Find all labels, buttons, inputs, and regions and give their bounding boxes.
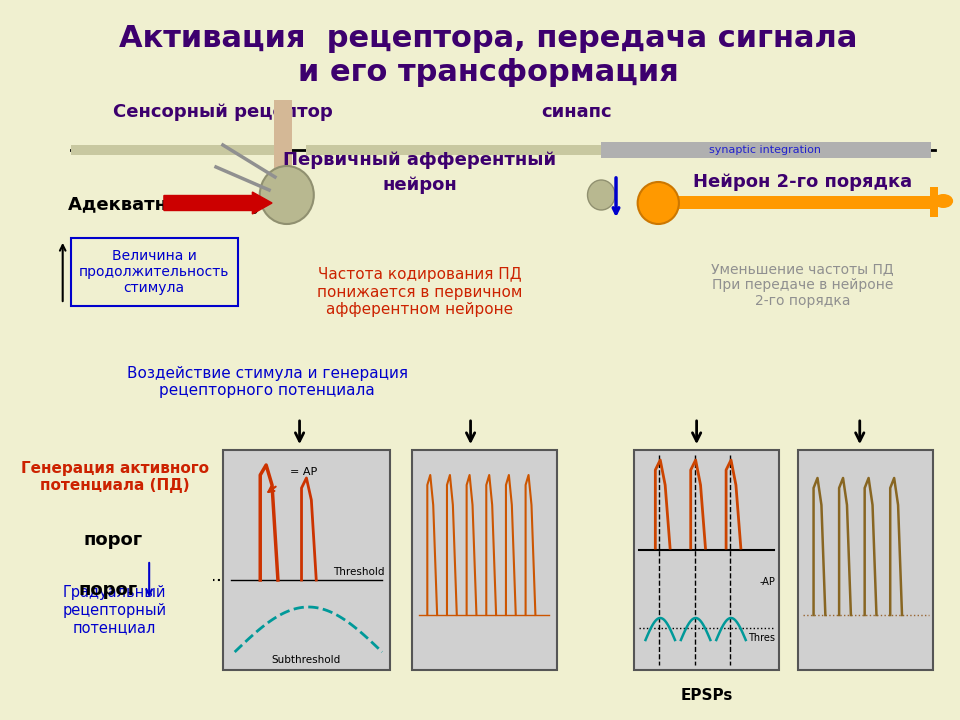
Text: порог: порог	[79, 581, 137, 599]
Ellipse shape	[260, 166, 314, 224]
Bar	[798, 450, 933, 670]
Text: Уменьшение частоты ПД
При передаче в нейроне
2-го порядка: Уменьшение частоты ПД При передаче в ней…	[711, 262, 894, 308]
Bar	[676, 196, 929, 209]
Text: = AP: = AP	[290, 467, 317, 477]
FancyArrow shape	[164, 192, 272, 214]
Text: нейрон: нейрон	[382, 176, 457, 194]
Text: EPSPs: EPSPs	[681, 688, 732, 703]
Text: синапс: синапс	[541, 103, 612, 121]
Text: Первичный афферентный: Первичный афферентный	[283, 151, 556, 169]
Text: Нейрон 2-го порядка: Нейрон 2-го порядка	[693, 173, 912, 191]
Text: Величина и
продолжительность
стимула: Величина и продолжительность стимула	[79, 249, 229, 295]
Text: Активация  рецептора, передача сигнала: Активация рецептора, передача сигнала	[119, 24, 857, 53]
Bar	[306, 145, 601, 155]
Ellipse shape	[637, 182, 679, 224]
Bar	[274, 100, 292, 215]
Ellipse shape	[588, 180, 615, 210]
Text: Threshold: Threshold	[333, 567, 385, 577]
Text: Воздействие стимула и генерация
рецепторного потенциала: Воздействие стимула и генерация рецептор…	[127, 366, 408, 398]
Text: Частота кодирования ПД
понижается в первичном
афферентном нейроне: Частота кодирования ПД понижается в перв…	[317, 267, 522, 317]
Bar	[601, 142, 930, 158]
Bar	[223, 450, 390, 670]
Text: порог: порог	[84, 531, 142, 549]
Bar	[70, 145, 289, 155]
Bar	[929, 187, 938, 217]
Bar	[70, 238, 238, 306]
Text: -AP: -AP	[759, 577, 776, 587]
Text: Генерация активного
потенциала (ПД): Генерация активного потенциала (ПД)	[21, 461, 208, 493]
Bar	[412, 450, 557, 670]
Text: Сенсорный рецептор: Сенсорный рецептор	[113, 103, 333, 121]
Text: Адекватный стимул: Адекватный стимул	[67, 196, 275, 214]
Bar	[634, 450, 780, 670]
Ellipse shape	[933, 194, 953, 208]
Text: Градуальный
рецепторный
потенциал: Градуальный рецепторный потенциал	[62, 585, 167, 635]
Text: Subthreshold: Subthreshold	[272, 655, 341, 665]
Text: и его трансформация: и его трансформация	[298, 58, 679, 86]
Text: synaptic integration: synaptic integration	[709, 145, 822, 155]
Text: Thres: Thres	[748, 633, 776, 643]
